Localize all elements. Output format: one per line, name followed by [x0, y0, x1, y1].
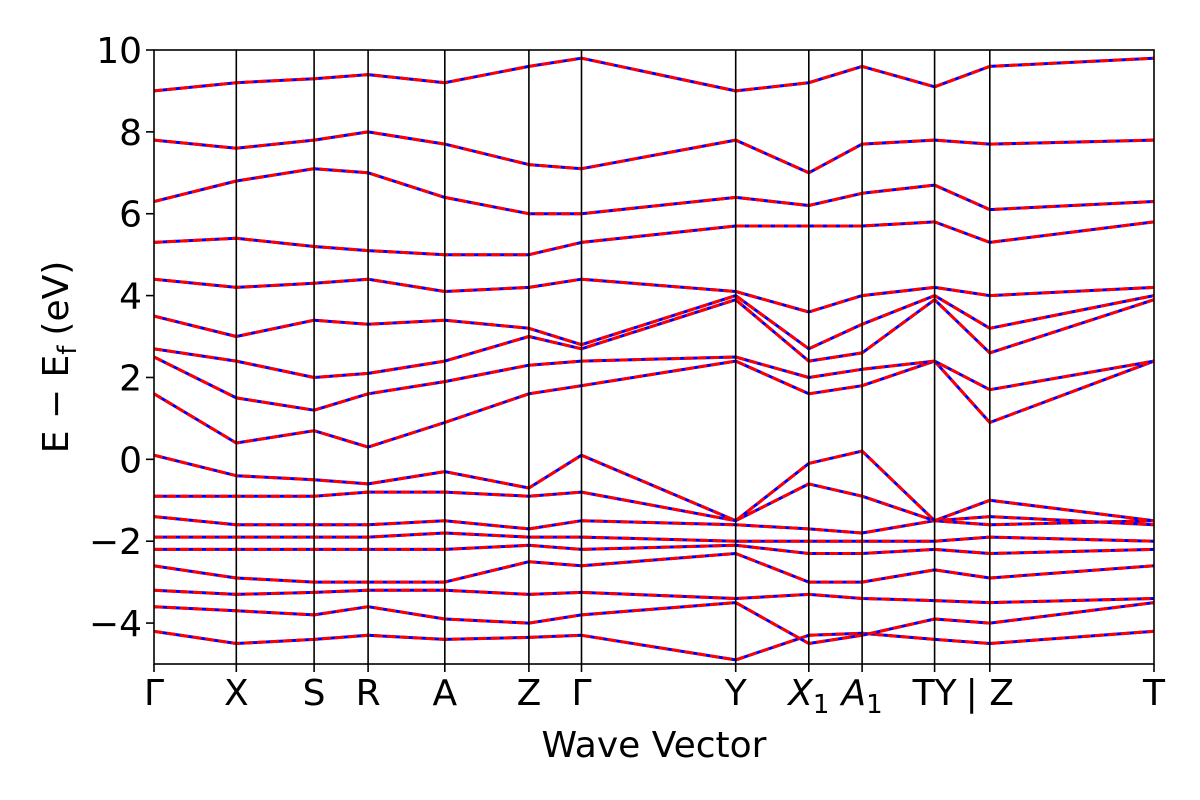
y-axis-title-sub: f	[53, 345, 83, 355]
y-tick-label-5: 2	[119, 358, 142, 399]
y-axis-title: E − Ef (eV)	[36, 261, 83, 454]
x-tick-label-5: A	[432, 673, 457, 714]
x-tick-label-7: Γ	[571, 673, 591, 714]
kpoint-separators	[235, 50, 991, 664]
y-tick-label-2: 8	[119, 113, 142, 154]
x-tick-label-4: R	[356, 673, 381, 714]
y-tick-label-8: −4	[89, 604, 142, 645]
x-tick-label-13: T	[1142, 673, 1166, 714]
plot-background	[154, 50, 1154, 664]
y-axis-title-main: E − E	[36, 355, 77, 454]
x-tick-label-3: S	[303, 673, 326, 714]
x-tick-label-11: TY	[912, 673, 958, 714]
y-tick-label-4: 4	[119, 277, 142, 318]
y-tick-label-1: 10	[96, 31, 142, 72]
y-tick-label-7: −2	[89, 522, 142, 563]
y-axis: 10 8 6 4 2 0 −2 −4	[89, 31, 154, 645]
y-axis-title-unit: (eV)	[36, 261, 77, 336]
plot-frame	[153, 49, 1155, 665]
x-tick-label-10: A1	[840, 673, 883, 720]
x-tick-label-6: Z	[517, 673, 542, 714]
x-tick-label-12: | Z	[966, 673, 1014, 714]
y-tick-label-3: 6	[119, 195, 142, 236]
x-tick-label-2: X	[224, 673, 249, 714]
x-tick-label-1: Γ	[144, 673, 164, 714]
y-tick-label-6: 0	[119, 440, 142, 481]
x-tick-label-8: Y	[724, 673, 748, 714]
x-tick-label-9: X1	[786, 673, 829, 720]
x-axis-title: Wave Vector	[542, 725, 767, 766]
